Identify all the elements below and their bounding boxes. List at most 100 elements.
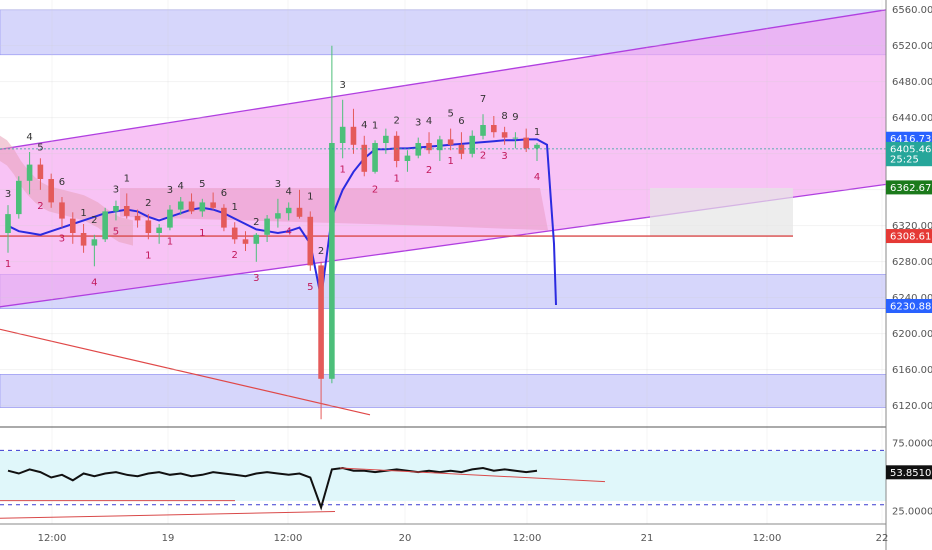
- candle-body-35: [383, 135, 389, 143]
- osc-trendline-1: [339, 467, 606, 483]
- candle-body-31: [339, 126, 346, 143]
- candle-body-16: [177, 201, 184, 210]
- td-count-below-8: 2: [232, 250, 238, 261]
- td-count-below-11: 5: [307, 282, 313, 293]
- zone-2: [0, 373, 887, 408]
- td-count-below-14: 1: [393, 173, 399, 184]
- channel-upper-line: [0, 9, 887, 150]
- td-count-above-23: 3: [415, 118, 421, 129]
- candle-body-22: [242, 239, 249, 244]
- candle-body-34: [372, 143, 378, 172]
- candle-body-36: [393, 135, 400, 161]
- candle-body-13: [145, 220, 152, 233]
- price-axis[interactable]: 6560.006520.006480.006440.006400.006360.…: [892, 5, 932, 518]
- td-count-below-15: 2: [426, 165, 432, 176]
- oscillator-pane: [0, 449, 886, 519]
- td-count-below-13: 2: [372, 185, 378, 196]
- candle-body-42: [458, 144, 465, 154]
- td-count-above-5: 2: [91, 215, 97, 226]
- price-badge-5: [886, 299, 932, 314]
- osc-tick-1: 25.0000: [892, 506, 932, 517]
- td-count-below-16: 1: [447, 156, 453, 167]
- price-tick-6: 6320.00: [892, 221, 932, 232]
- candle-body-20: [221, 207, 227, 228]
- td-count-above-26: 6: [458, 116, 464, 127]
- candle-body-27: [296, 207, 303, 217]
- td-count-above-6: 3: [113, 185, 119, 196]
- osc-value-badge: [886, 465, 932, 480]
- price-tick-9: 6200.00: [892, 329, 932, 340]
- time-tick-6: 12:00: [753, 533, 782, 544]
- price-badge-4: [886, 229, 932, 244]
- candle-body-19: [210, 202, 216, 208]
- candle-body-33: [361, 144, 368, 172]
- price-tick-3: 6440.00: [892, 113, 932, 124]
- cloud-forecast: [650, 188, 793, 237]
- candle-body-21: [231, 227, 238, 240]
- td-count-above-19: 3: [339, 80, 345, 91]
- td-count-below-5: 1: [145, 250, 151, 261]
- time-tick-5: 21: [641, 533, 654, 544]
- candle-body-39: [426, 143, 432, 151]
- td-count-above-14: 2: [253, 217, 259, 228]
- price-tick-1: 6520.00: [892, 41, 932, 52]
- candle-body-12: [134, 215, 141, 221]
- td-count-above-21: 1: [372, 120, 378, 131]
- price-badge-3: [886, 180, 932, 195]
- td-count-below-19: 4: [534, 172, 540, 183]
- candle-body-2: [26, 164, 33, 181]
- td-count-above-22: 2: [393, 115, 399, 126]
- candle-body-37: [404, 155, 411, 161]
- trail-blue: [7, 138, 557, 306]
- candle-body-26: [285, 207, 292, 214]
- time-tick-7: 22: [876, 533, 889, 544]
- td-count-above-11: 5: [199, 179, 205, 190]
- candle-body-44: [480, 125, 486, 136]
- td-count-above-16: 4: [286, 186, 292, 197]
- osc-trendline-3: [0, 510, 336, 519]
- td-count-above-10: 4: [178, 181, 184, 192]
- candle-body-15: [167, 209, 173, 228]
- candle-body-43: [469, 135, 476, 154]
- td-count-below-12: 1: [339, 164, 345, 175]
- candle-body-1: [15, 180, 22, 215]
- candle-body-47: [512, 137, 519, 139]
- td-count-above-3: 6: [59, 177, 65, 188]
- td-count-above-4: 1: [80, 208, 86, 219]
- time-tick-2: 12:00: [274, 533, 303, 544]
- candle-body-29: [318, 265, 324, 379]
- td-count-below-10: 4: [286, 226, 292, 237]
- td-count-above-1: 4: [26, 132, 32, 143]
- td-count-below-0: 1: [5, 259, 11, 270]
- td-count-below-6: 1: [167, 236, 173, 247]
- trendline-red: [0, 328, 371, 416]
- time-axis[interactable]: 12:00 19 12:00 20 12:00 21 12:00 22: [38, 533, 889, 544]
- candle-body-28: [307, 216, 314, 266]
- price-badge-label-5: 6230.88: [890, 302, 931, 313]
- price-tick-8: 6240.00: [892, 293, 932, 304]
- td-count-above-27: 7: [480, 94, 486, 105]
- candle-body-25: [275, 213, 281, 219]
- time-tick-1: 19: [162, 533, 175, 544]
- candle-body-32: [350, 126, 357, 145]
- candle-body-30: [329, 143, 335, 379]
- td-count-above-0: 3: [5, 189, 11, 200]
- price-tick-7: 6280.00: [892, 257, 932, 268]
- price-tick-0: 6560.00: [892, 5, 932, 16]
- channel-fill: [0, 9, 886, 307]
- candle-body-41: [447, 139, 454, 145]
- td-count-below-4: 5: [113, 226, 119, 237]
- candle-body-46: [501, 132, 508, 138]
- td-count-above-2: 5: [37, 142, 43, 153]
- candle-body-14: [156, 227, 162, 233]
- price-badge-label-3: 6362.67: [890, 183, 931, 194]
- cloud-left: [0, 135, 133, 246]
- candle-body-40: [437, 139, 443, 151]
- candle-body-24: [264, 218, 270, 235]
- td-count-above-25: 5: [447, 109, 453, 120]
- candle-body-7: [80, 233, 87, 246]
